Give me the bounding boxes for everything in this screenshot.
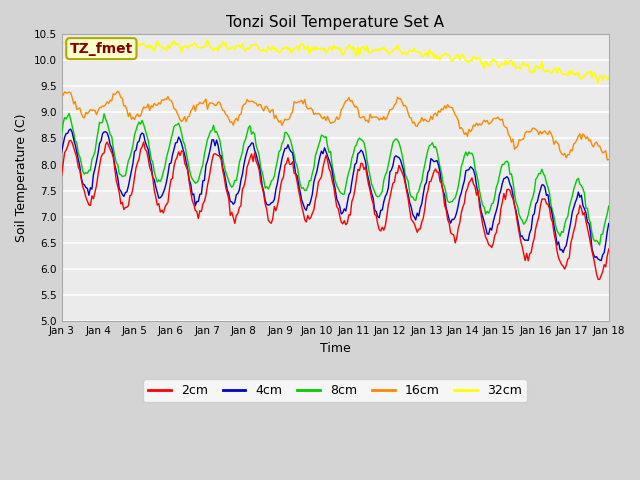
Text: TZ_fmet: TZ_fmet: [70, 42, 133, 56]
Legend: 2cm, 4cm, 8cm, 16cm, 32cm: 2cm, 4cm, 8cm, 16cm, 32cm: [143, 379, 527, 402]
Y-axis label: Soil Temperature (C): Soil Temperature (C): [15, 113, 28, 242]
X-axis label: Time: Time: [320, 342, 351, 355]
Title: Tonzi Soil Temperature Set A: Tonzi Soil Temperature Set A: [226, 15, 444, 30]
